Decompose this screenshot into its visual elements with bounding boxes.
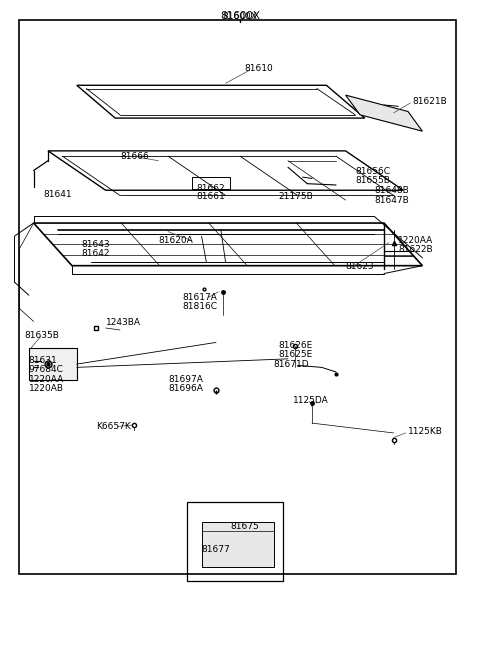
- Text: 81620A: 81620A: [158, 236, 193, 245]
- Text: 81643: 81643: [82, 239, 110, 249]
- Text: 81662: 81662: [197, 184, 226, 193]
- Text: 1125DA: 1125DA: [293, 396, 328, 405]
- Text: 81816C: 81816C: [182, 302, 217, 311]
- Text: 81666: 81666: [120, 152, 149, 161]
- Text: 81671D: 81671D: [274, 359, 309, 369]
- Text: 81642: 81642: [82, 249, 110, 258]
- Bar: [19, 20, 456, 574]
- Text: 1220AA: 1220AA: [398, 236, 433, 245]
- Text: 97684C: 97684C: [29, 365, 64, 375]
- Text: 81626E: 81626E: [278, 340, 312, 350]
- Bar: [192, 177, 230, 189]
- Text: 1220AA: 1220AA: [29, 375, 64, 384]
- Text: 81641: 81641: [43, 190, 72, 199]
- Bar: [29, 348, 77, 380]
- Text: 1220AB: 1220AB: [29, 384, 64, 393]
- Text: 81656C: 81656C: [355, 167, 390, 176]
- Text: 81621B: 81621B: [413, 97, 447, 106]
- Text: 81600X: 81600X: [220, 11, 260, 22]
- Text: 81631: 81631: [29, 356, 58, 365]
- Text: 1243BA: 1243BA: [106, 318, 141, 327]
- Text: 81697A: 81697A: [168, 375, 203, 384]
- Text: 81625E: 81625E: [278, 350, 312, 359]
- Text: 81635B: 81635B: [24, 331, 59, 340]
- Text: 81600X: 81600X: [223, 12, 257, 21]
- Text: 81661: 81661: [197, 192, 226, 201]
- Text: 81648B: 81648B: [374, 186, 409, 195]
- Text: 81647B: 81647B: [374, 195, 409, 205]
- Polygon shape: [202, 522, 274, 567]
- Text: 81655B: 81655B: [355, 176, 390, 185]
- Text: 81622B: 81622B: [398, 245, 433, 254]
- Polygon shape: [346, 95, 422, 131]
- Bar: [187, 502, 283, 581]
- Text: 81617A: 81617A: [182, 293, 217, 302]
- Text: 1125KB: 1125KB: [408, 427, 443, 436]
- Text: 81623: 81623: [346, 262, 374, 271]
- Text: 81675: 81675: [230, 522, 259, 531]
- Text: 21175B: 21175B: [278, 192, 313, 201]
- Text: 81610: 81610: [245, 64, 274, 73]
- Text: K6657K: K6657K: [96, 422, 131, 431]
- Text: 81696A: 81696A: [168, 384, 203, 393]
- Text: 81677: 81677: [202, 544, 230, 554]
